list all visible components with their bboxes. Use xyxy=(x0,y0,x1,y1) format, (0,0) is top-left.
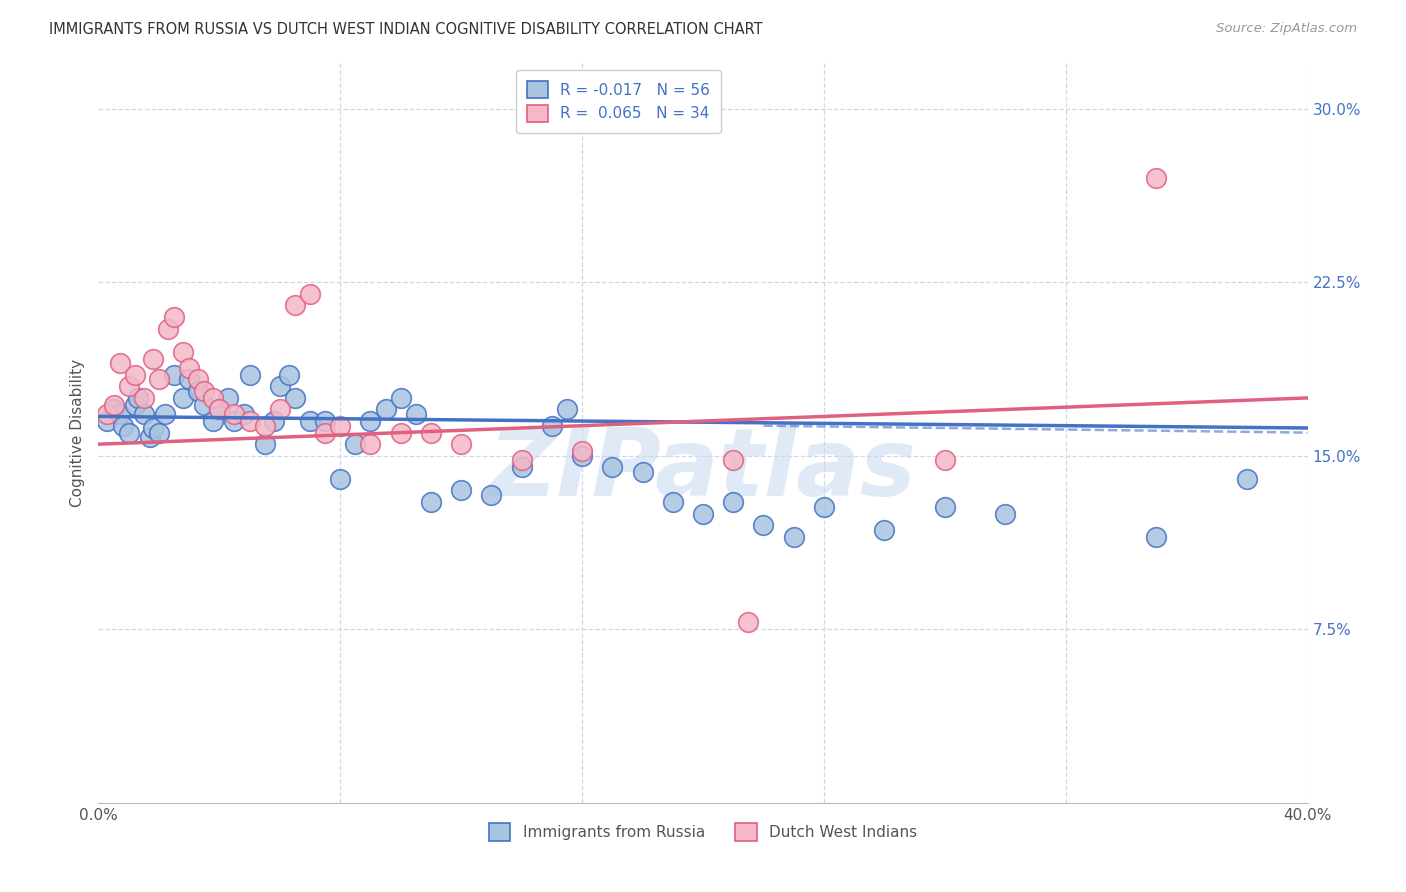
Point xyxy=(631,465,654,479)
Point xyxy=(450,437,472,451)
Point xyxy=(208,402,231,417)
Point xyxy=(360,414,382,428)
Point xyxy=(202,414,225,428)
Point xyxy=(208,402,231,417)
Legend: Immigrants from Russia, Dutch West Indians: Immigrants from Russia, Dutch West India… xyxy=(482,817,924,847)
Point xyxy=(737,615,759,630)
Point xyxy=(179,360,201,375)
Point xyxy=(239,414,262,428)
Point xyxy=(187,372,209,386)
Point xyxy=(153,407,176,421)
Point xyxy=(299,286,322,301)
Point xyxy=(602,460,624,475)
Point xyxy=(1236,472,1258,486)
Point xyxy=(148,425,170,440)
Point xyxy=(103,402,125,417)
Point xyxy=(163,368,186,382)
Point xyxy=(314,414,336,428)
Point xyxy=(374,402,396,417)
Point xyxy=(124,368,146,382)
Text: Source: ZipAtlas.com: Source: ZipAtlas.com xyxy=(1216,22,1357,36)
Point xyxy=(108,356,131,370)
Point xyxy=(555,402,578,417)
Point xyxy=(481,488,503,502)
Point xyxy=(132,407,155,421)
Point xyxy=(269,379,291,393)
Point xyxy=(783,530,806,544)
Point xyxy=(723,453,745,467)
Point xyxy=(389,425,412,440)
Text: ZIPatlas: ZIPatlas xyxy=(489,424,917,516)
Point xyxy=(142,351,165,366)
Point xyxy=(232,407,254,421)
Point xyxy=(127,391,149,405)
Point xyxy=(163,310,186,324)
Point xyxy=(752,518,775,533)
Point xyxy=(661,495,683,509)
Point xyxy=(202,391,225,405)
Point xyxy=(994,507,1017,521)
Point xyxy=(299,414,322,428)
Point xyxy=(139,430,162,444)
Point xyxy=(148,372,170,386)
Point xyxy=(96,414,118,428)
Point xyxy=(873,523,896,537)
Point xyxy=(96,407,118,421)
Point xyxy=(284,298,307,312)
Point xyxy=(118,425,141,440)
Point xyxy=(124,398,146,412)
Point xyxy=(510,453,533,467)
Point xyxy=(540,418,562,433)
Point xyxy=(172,391,194,405)
Point xyxy=(571,449,593,463)
Text: IMMIGRANTS FROM RUSSIA VS DUTCH WEST INDIAN COGNITIVE DISABILITY CORRELATION CHA: IMMIGRANTS FROM RUSSIA VS DUTCH WEST IND… xyxy=(49,22,763,37)
Point xyxy=(1144,530,1167,544)
Point xyxy=(269,402,291,417)
Point xyxy=(253,437,276,451)
Point xyxy=(217,391,239,405)
Point xyxy=(111,418,134,433)
Point xyxy=(1144,171,1167,186)
Point xyxy=(277,368,299,382)
Point xyxy=(510,460,533,475)
Point xyxy=(405,407,427,421)
Point xyxy=(450,483,472,498)
Point xyxy=(263,414,285,428)
Point xyxy=(118,379,141,393)
Point xyxy=(224,407,246,421)
Point xyxy=(934,453,956,467)
Point xyxy=(692,507,714,521)
Point xyxy=(193,398,215,412)
Point xyxy=(108,407,131,421)
Point xyxy=(329,472,352,486)
Point xyxy=(187,384,209,398)
Point xyxy=(156,321,179,335)
Point xyxy=(314,425,336,440)
Point xyxy=(193,384,215,398)
Point xyxy=(813,500,835,514)
Y-axis label: Cognitive Disability: Cognitive Disability xyxy=(69,359,84,507)
Point xyxy=(253,418,276,433)
Point xyxy=(360,437,382,451)
Point xyxy=(329,418,352,433)
Point xyxy=(179,372,201,386)
Point xyxy=(132,391,155,405)
Point xyxy=(723,495,745,509)
Point xyxy=(239,368,262,382)
Point xyxy=(389,391,412,405)
Point xyxy=(103,398,125,412)
Point xyxy=(224,414,246,428)
Point xyxy=(571,444,593,458)
Point xyxy=(344,437,367,451)
Point xyxy=(420,425,443,440)
Point xyxy=(142,421,165,435)
Point xyxy=(284,391,307,405)
Point xyxy=(172,344,194,359)
Point xyxy=(934,500,956,514)
Point xyxy=(420,495,443,509)
